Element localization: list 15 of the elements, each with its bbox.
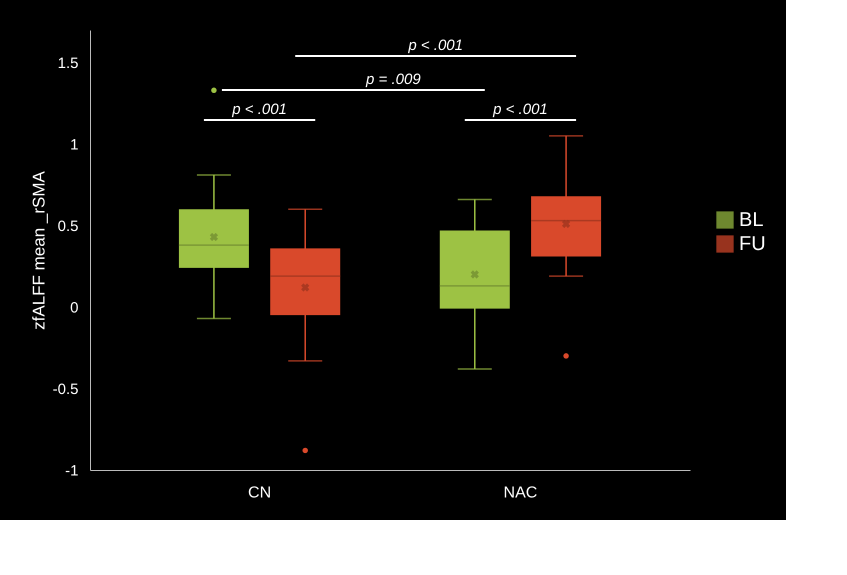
y-tick-label: 1 (70, 136, 78, 154)
annotation: p < .001 (231, 101, 287, 118)
x-tick-label: NAC (504, 484, 538, 502)
y-tick-label: -1 (65, 462, 78, 480)
y-axis-title: zfALFF mean _rSMA (30, 170, 49, 330)
x-tick-label: CN (248, 484, 272, 502)
annotation: p < .001 (407, 37, 463, 54)
annotation: p < .001 (492, 101, 548, 118)
y-tick-label: -0.5 (52, 381, 78, 398)
annotation: p = .009 (365, 71, 422, 88)
y-tick-label: 0 (70, 300, 78, 317)
y-tick-label: 0.5 (58, 218, 78, 236)
y-tick-label: 1.5 (58, 55, 78, 72)
legend-label: BL (739, 209, 764, 231)
legend-label: FU (739, 233, 766, 255)
